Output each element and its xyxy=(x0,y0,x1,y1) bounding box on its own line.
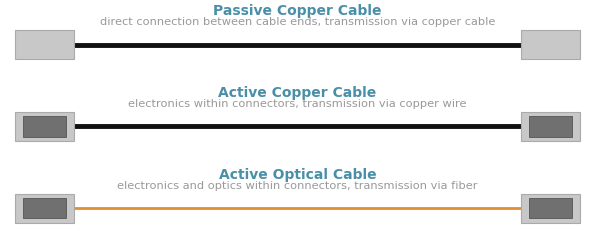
Bar xyxy=(15,194,74,223)
Text: direct connection between cable ends, transmission via copper cable: direct connection between cable ends, tr… xyxy=(100,17,495,27)
Text: electronics and optics within connectors, transmission via fiber: electronics and optics within connectors… xyxy=(117,181,478,191)
Bar xyxy=(15,31,74,59)
Bar xyxy=(521,112,580,141)
Bar xyxy=(15,112,74,141)
Text: Active Optical Cable: Active Optical Cable xyxy=(219,168,376,182)
Bar xyxy=(23,116,66,137)
Bar xyxy=(529,198,572,218)
Text: Passive Copper Cable: Passive Copper Cable xyxy=(213,4,382,18)
Bar xyxy=(529,116,572,137)
Text: Active Copper Cable: Active Copper Cable xyxy=(218,86,377,100)
Bar xyxy=(23,198,66,218)
Bar xyxy=(521,31,580,59)
Text: electronics within connectors, transmission via copper wire: electronics within connectors, transmiss… xyxy=(129,99,466,109)
Bar xyxy=(521,194,580,223)
